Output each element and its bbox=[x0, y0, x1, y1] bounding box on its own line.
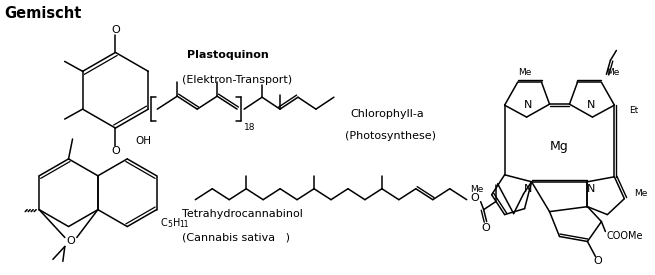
Text: (Cannabis sativa   ): (Cannabis sativa ) bbox=[182, 232, 290, 242]
Text: 18: 18 bbox=[244, 123, 255, 132]
Text: Et: Et bbox=[629, 106, 639, 115]
Text: N: N bbox=[523, 184, 532, 194]
Text: Me: Me bbox=[470, 185, 483, 194]
Text: OH: OH bbox=[135, 136, 151, 146]
Text: C: C bbox=[160, 218, 168, 228]
Text: O: O bbox=[111, 24, 120, 35]
Text: N: N bbox=[523, 100, 532, 110]
Text: (Photosynthese): (Photosynthese) bbox=[345, 131, 436, 141]
Text: O: O bbox=[481, 222, 490, 233]
Text: Me: Me bbox=[634, 189, 648, 198]
Text: 11: 11 bbox=[179, 219, 189, 229]
Text: (Elektron-Transport): (Elektron-Transport) bbox=[182, 75, 293, 85]
Text: N: N bbox=[588, 100, 595, 110]
Text: O: O bbox=[593, 256, 602, 266]
Text: Me: Me bbox=[518, 68, 532, 77]
Text: Mg: Mg bbox=[550, 141, 569, 153]
Text: COOMe: COOMe bbox=[607, 232, 643, 241]
Text: H: H bbox=[173, 218, 180, 228]
Text: Chlorophyll-a: Chlorophyll-a bbox=[350, 109, 424, 119]
Text: 5: 5 bbox=[168, 219, 172, 229]
Text: O: O bbox=[470, 193, 479, 203]
Text: Gemischt: Gemischt bbox=[4, 6, 81, 21]
Text: N: N bbox=[588, 184, 595, 194]
Text: Me: Me bbox=[607, 68, 620, 77]
Text: O: O bbox=[111, 146, 120, 156]
Text: Plastoquinon: Plastoquinon bbox=[187, 50, 269, 60]
Text: O: O bbox=[66, 236, 75, 246]
Text: Tetrahydrocannabinol: Tetrahydrocannabinol bbox=[182, 209, 303, 219]
